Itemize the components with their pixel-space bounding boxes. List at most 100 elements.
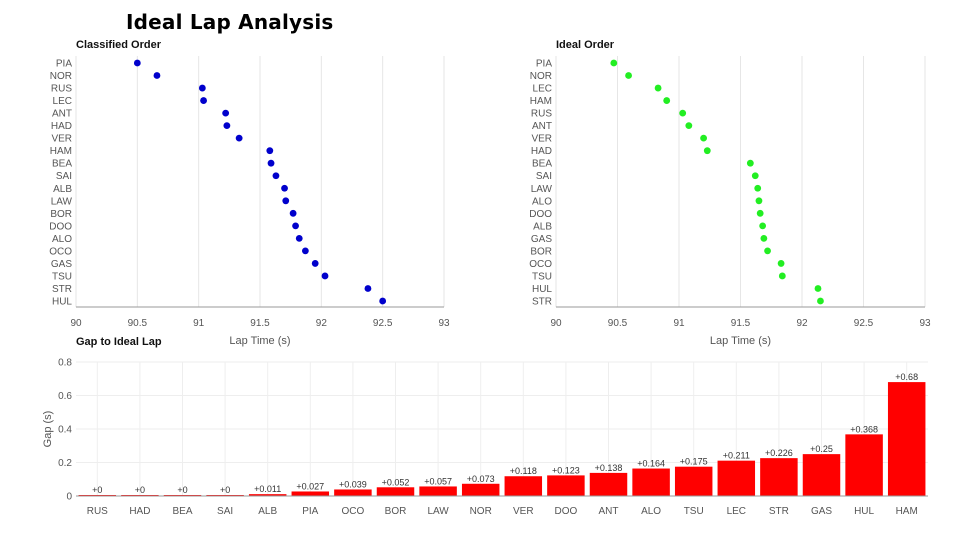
panel-title: Ideal Order <box>556 39 615 51</box>
data-point <box>379 297 387 305</box>
data-point <box>301 247 309 255</box>
x-tick-label: 90.5 <box>128 318 148 329</box>
x-tick-label: BOR <box>385 506 407 517</box>
y-tick-label: RUS <box>531 109 552 120</box>
x-tick-label: 92 <box>796 318 808 329</box>
x-tick-label: 91.5 <box>250 318 270 329</box>
bar <box>547 475 585 496</box>
data-point <box>759 222 767 230</box>
y-tick-label: ANT <box>52 109 72 120</box>
bar-value-label: +0.25 <box>810 444 833 454</box>
bar <box>504 476 543 496</box>
data-point <box>663 97 671 104</box>
y-tick-label: 0.4 <box>58 425 72 436</box>
bar-value-label: +0 <box>177 485 187 495</box>
data-point <box>282 197 290 205</box>
data-point <box>311 260 319 267</box>
y-tick-label: ALO <box>52 234 72 245</box>
bar <box>248 494 287 496</box>
x-tick-label: RUS <box>87 506 108 517</box>
data-point <box>760 234 768 242</box>
bar <box>674 466 713 496</box>
y-tick-label: VER <box>51 134 72 145</box>
bar <box>461 483 500 496</box>
data-point <box>292 222 299 230</box>
data-point <box>321 272 329 280</box>
y-tick-label: BOR <box>50 209 72 220</box>
data-point <box>746 159 754 167</box>
x-tick-label: HAD <box>129 506 150 517</box>
bar-value-label: +0.073 <box>467 474 495 484</box>
bar <box>291 491 330 496</box>
x-tick-label: 92 <box>316 318 328 329</box>
x-tick-label: NOR <box>470 506 492 517</box>
panel-title: Classified Order <box>76 39 162 51</box>
bar-value-label: +0.226 <box>765 448 793 458</box>
y-tick-label: 0.6 <box>58 391 72 402</box>
data-point <box>272 172 280 180</box>
y-tick-label: DOO <box>49 221 72 232</box>
data-point <box>625 72 632 79</box>
bar-value-label: +0 <box>135 485 145 495</box>
y-tick-label: NOR <box>530 71 552 82</box>
bar <box>632 468 670 496</box>
y-tick-label: 0 <box>66 492 72 503</box>
y-tick-label: GAS <box>531 234 552 245</box>
x-tick-label: 91 <box>193 318 205 329</box>
x-tick-label: LAW <box>427 506 449 517</box>
y-tick-label: BOR <box>530 246 552 257</box>
bar-value-label: +0 <box>220 485 230 495</box>
y-tick-label: ANT <box>532 121 552 132</box>
data-point <box>755 197 763 205</box>
data-point <box>281 184 288 192</box>
y-tick-label: OCO <box>49 246 72 257</box>
y-tick-label: LEC <box>533 84 552 95</box>
x-tick-label: 90 <box>70 318 82 329</box>
x-tick-label: TSU <box>684 506 704 517</box>
data-point <box>235 134 243 142</box>
x-axis-label: Lap Time (s) <box>710 335 771 347</box>
data-point <box>778 272 786 280</box>
x-tick-label: 90.5 <box>608 318 628 329</box>
y-tick-label: PIA <box>536 59 552 70</box>
data-point <box>267 159 275 167</box>
data-point <box>764 247 771 255</box>
x-tick-label: STR <box>769 506 789 517</box>
x-tick-label: PIA <box>302 506 318 517</box>
x-tick-label: VER <box>513 506 534 517</box>
page-title: Ideal Lap Analysis <box>126 10 334 34</box>
y-tick-label: HAM <box>50 146 72 157</box>
x-tick-label: OCO <box>342 506 365 517</box>
y-tick-label: HUL <box>532 284 552 295</box>
x-tick-label: HAM <box>896 506 918 517</box>
bar <box>802 454 841 496</box>
data-point <box>751 172 759 180</box>
data-point <box>654 84 662 92</box>
bar-value-label: +0.123 <box>552 465 580 475</box>
x-tick-label: 92.5 <box>854 318 874 329</box>
y-tick-label: HAM <box>530 96 552 107</box>
x-tick-label: ANT <box>599 506 619 517</box>
bar <box>376 487 415 496</box>
scatter-panel-1: Ideal Order 90 90.5 91 91.5 92 92.5 93 Lap Time … <box>529 39 931 347</box>
y-tick-label: STR <box>532 297 552 308</box>
y-tick-label: LEC <box>53 96 72 107</box>
bar-value-label: +0.057 <box>424 476 452 486</box>
data-point <box>700 134 707 142</box>
data-point <box>814 285 822 292</box>
bar-value-label: +0.027 <box>296 481 324 491</box>
bar <box>887 382 926 496</box>
x-tick-label: 90 <box>550 318 562 329</box>
y-tick-label: SAI <box>56 171 72 182</box>
data-point <box>817 297 824 305</box>
bar <box>845 434 883 496</box>
x-tick-label: BEA <box>172 506 192 517</box>
data-point <box>295 234 303 242</box>
y-tick-label: OCO <box>529 259 552 270</box>
y-tick-label: BEA <box>532 159 552 170</box>
y-tick-label: 0.2 <box>58 458 72 469</box>
bar-value-label: +0.164 <box>637 459 665 469</box>
y-tick-label: ALB <box>53 184 72 195</box>
data-point <box>222 109 230 117</box>
x-tick-label: 91 <box>673 318 685 329</box>
